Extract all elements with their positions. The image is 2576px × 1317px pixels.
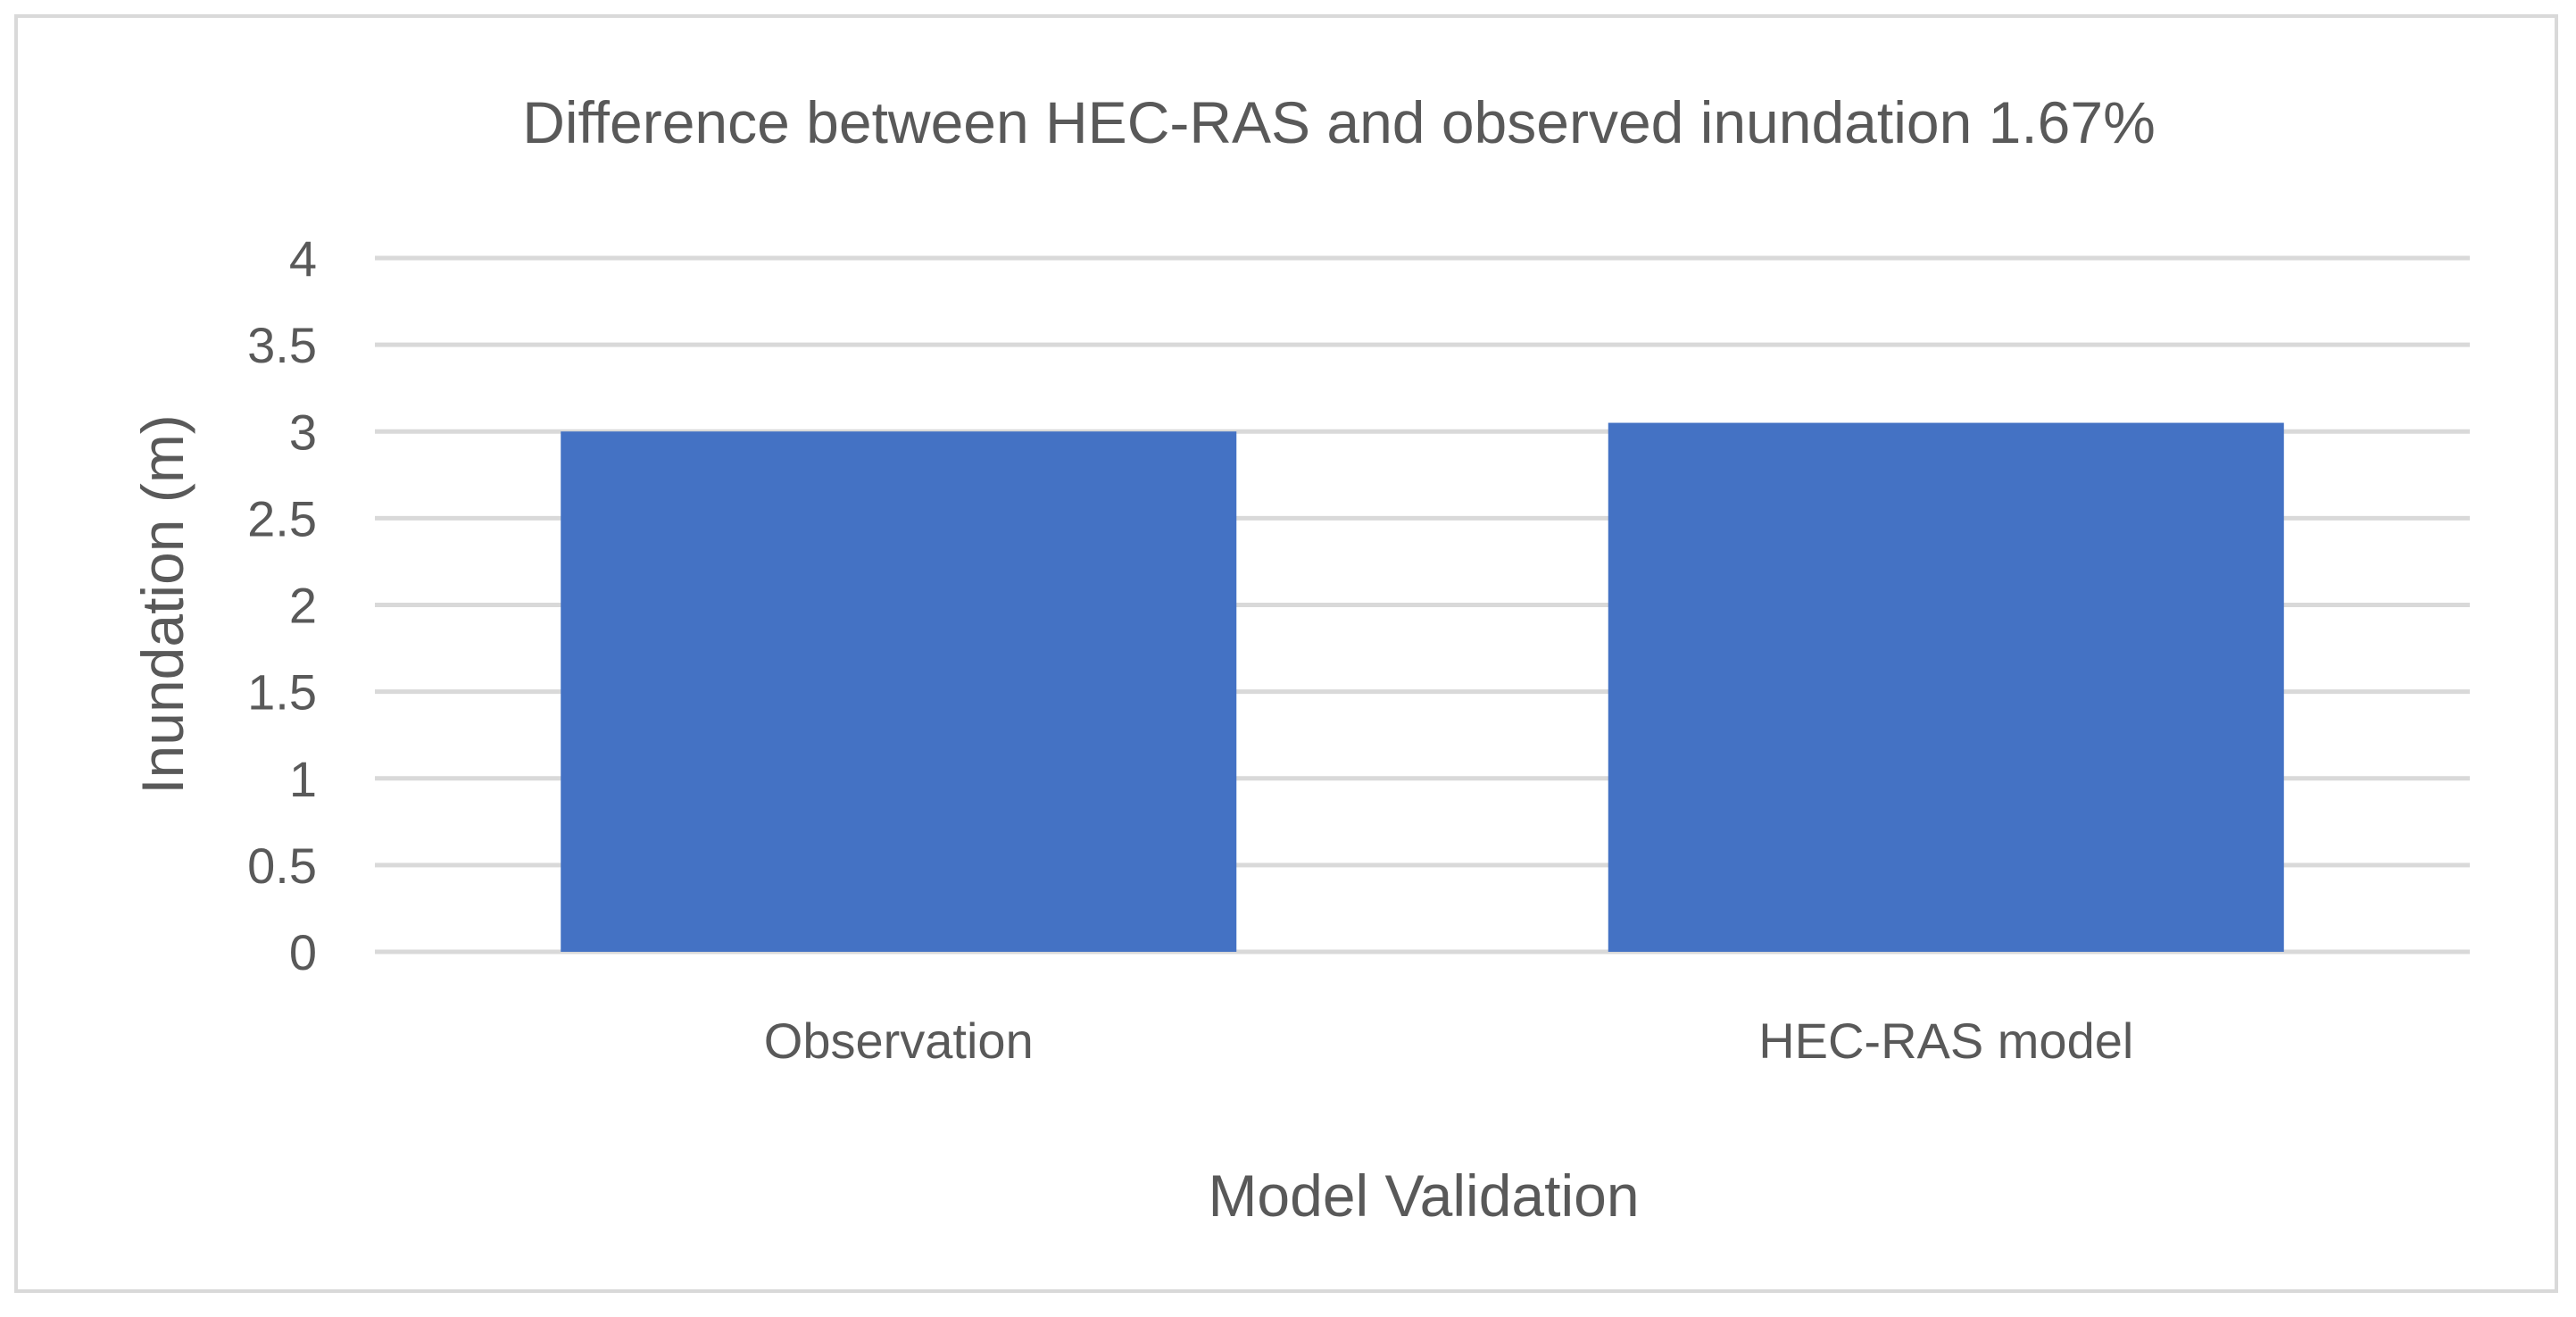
bar-observation	[561, 431, 1237, 952]
x-tick-label: HEC-RAS model	[1758, 1013, 2133, 1069]
y-tick-label: 1	[289, 751, 317, 807]
chart-title: Difference between HEC-RAS and observed …	[522, 89, 2156, 155]
y-tick-label: 0.5	[247, 838, 317, 894]
bar-hec-ras-model	[1608, 422, 2284, 953]
y-tick-label: 2	[289, 578, 317, 634]
y-tick-label: 2.5	[247, 490, 317, 546]
x-tick-label: Observation	[764, 1013, 1034, 1069]
y-tick-label: 4	[289, 230, 317, 287]
y-tick-label: 3	[289, 404, 317, 460]
y-tick-label: 1.5	[247, 664, 317, 721]
y-tick-label: 3.5	[247, 317, 317, 373]
y-tick-label: 0	[289, 924, 317, 980]
x-axis-label: Model Validation	[1208, 1163, 1639, 1229]
y-axis-label: Inundation (m)	[129, 414, 195, 795]
